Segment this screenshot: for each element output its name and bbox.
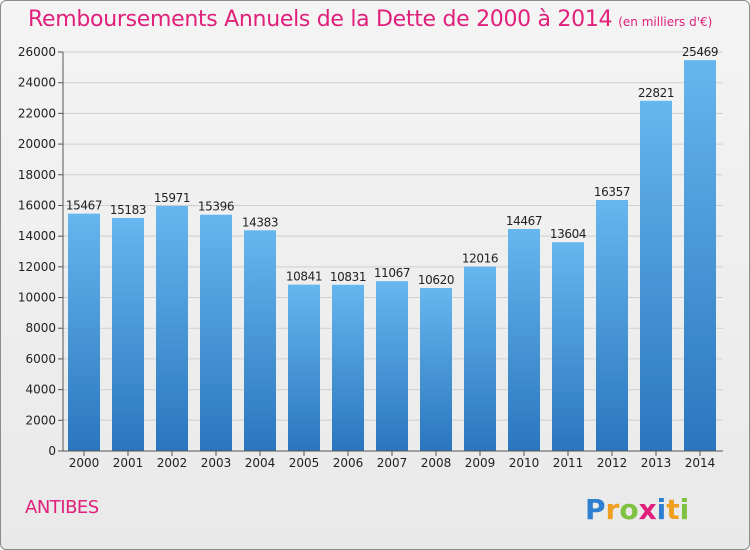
x-tick-label: 2013 bbox=[641, 456, 672, 470]
y-tick-label: 0 bbox=[48, 444, 56, 458]
data-label: 10620 bbox=[418, 273, 454, 287]
bar bbox=[420, 288, 452, 451]
data-label: 15183 bbox=[110, 203, 146, 217]
label-layer: 0 2000 4000 6000 8000 10000 12000 14000 16000 180… bbox=[18, 45, 719, 470]
chart-title-text: Remboursements Annuels de la Dette de 20… bbox=[28, 7, 613, 32]
x-tick-label: 2004 bbox=[245, 456, 276, 470]
chart-subtitle: (en milliers d'€) bbox=[618, 15, 713, 29]
svg-text:Proxiti: Proxiti bbox=[585, 493, 689, 526]
data-label: 12016 bbox=[462, 252, 498, 266]
proxiti-logo: Proxiti bbox=[585, 493, 689, 526]
y-tick-label: 12000 bbox=[18, 260, 56, 274]
data-label: 14467 bbox=[506, 214, 542, 228]
data-label: 14383 bbox=[242, 215, 278, 229]
x-tick-label: 2012 bbox=[597, 456, 628, 470]
y-tick-label: 8000 bbox=[25, 321, 56, 335]
y-tick-label: 22000 bbox=[18, 106, 56, 120]
y-tick-label: 14000 bbox=[18, 229, 56, 243]
data-label: 15971 bbox=[154, 191, 190, 205]
y-tick-label: 10000 bbox=[18, 291, 56, 305]
y-tick-label: 24000 bbox=[18, 76, 56, 90]
city-name: ANTIBES bbox=[25, 497, 99, 518]
data-label: 25469 bbox=[682, 45, 718, 59]
y-tick-label: 2000 bbox=[25, 413, 56, 427]
bar bbox=[156, 205, 188, 451]
y-tick-label: 26000 bbox=[18, 45, 56, 59]
x-tick-label: 2014 bbox=[685, 456, 716, 470]
x-tick-label: 2010 bbox=[509, 456, 540, 470]
chart-title: Remboursements Annuels de la Dette de 20… bbox=[28, 7, 712, 32]
bar-layer bbox=[68, 60, 716, 452]
x-tick-label: 2008 bbox=[421, 456, 452, 470]
x-tick-label: 2005 bbox=[289, 456, 320, 470]
bar bbox=[640, 100, 672, 451]
y-tick-label: 6000 bbox=[25, 352, 56, 366]
x-tick-label: 2003 bbox=[201, 456, 232, 470]
data-label: 11067 bbox=[374, 266, 410, 280]
data-label: 22821 bbox=[638, 86, 674, 100]
bar bbox=[596, 199, 628, 451]
bar bbox=[464, 266, 496, 451]
bar bbox=[112, 217, 144, 451]
bar bbox=[200, 214, 232, 451]
bar bbox=[288, 284, 320, 451]
data-label: 10831 bbox=[330, 270, 366, 284]
y-tick-label: 20000 bbox=[18, 137, 56, 151]
y-tick-label: 4000 bbox=[25, 383, 56, 397]
data-label: 15396 bbox=[198, 200, 234, 214]
x-tick-label: 2006 bbox=[333, 456, 364, 470]
bar bbox=[68, 213, 100, 451]
y-tick-label: 18000 bbox=[18, 168, 56, 182]
x-tick-label: 2002 bbox=[157, 456, 188, 470]
x-tick-label: 2000 bbox=[69, 456, 100, 470]
y-tick-label: 16000 bbox=[18, 198, 56, 212]
data-label: 16357 bbox=[594, 185, 630, 199]
bar bbox=[552, 242, 584, 451]
bar bbox=[684, 60, 716, 452]
x-tick-label: 2007 bbox=[377, 456, 408, 470]
x-tick-label: 2001 bbox=[113, 456, 144, 470]
x-tick-label: 2011 bbox=[553, 456, 584, 470]
data-label: 13604 bbox=[550, 227, 586, 241]
bar bbox=[508, 228, 540, 451]
data-label: 10841 bbox=[286, 270, 322, 284]
x-tick-label: 2009 bbox=[465, 456, 496, 470]
bar bbox=[376, 281, 408, 451]
data-label: 15467 bbox=[66, 199, 102, 213]
bar bbox=[244, 230, 276, 451]
bar bbox=[332, 284, 364, 451]
axis-layer bbox=[58, 51, 723, 456]
